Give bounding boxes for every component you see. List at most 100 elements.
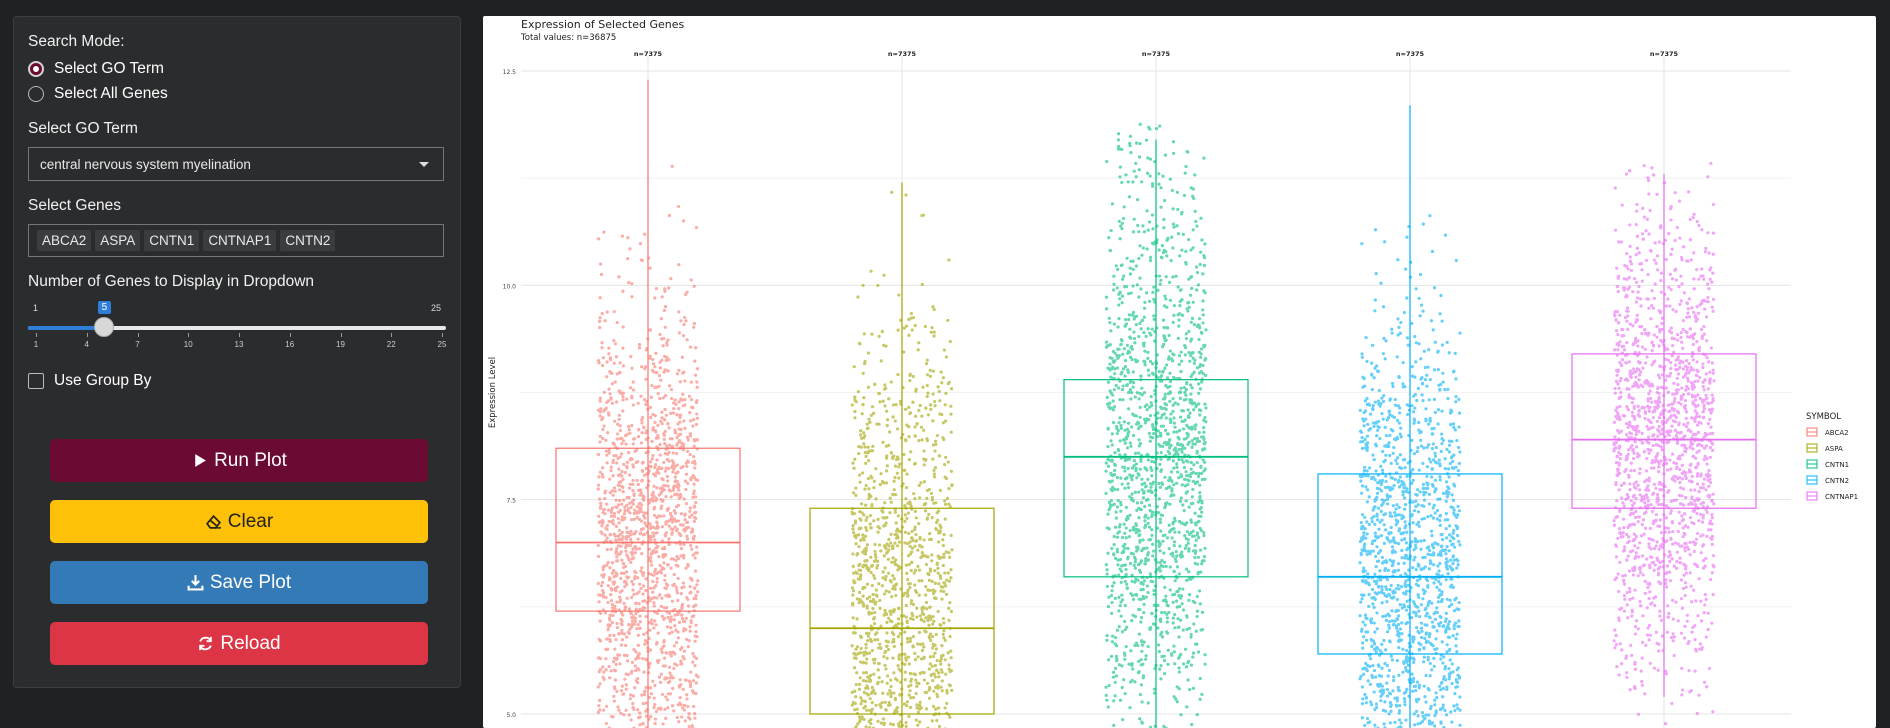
genes-multiselect[interactable]: ABCA2 ASPA CNTN1 CNTNAP1 CNTN2: [28, 224, 444, 257]
data-point: [1125, 506, 1128, 509]
data-point: [603, 391, 606, 394]
data-point: [653, 365, 656, 368]
data-point: [893, 480, 896, 483]
radio-select-all-genes[interactable]: Select All Genes: [28, 84, 168, 104]
data-point: [1185, 499, 1188, 502]
data-point: [937, 582, 940, 585]
data-point: [1367, 605, 1370, 608]
data-point: [1124, 173, 1127, 176]
data-point: [1113, 543, 1116, 546]
data-point: [1182, 427, 1185, 430]
data-point: [1192, 622, 1195, 625]
data-point: [605, 375, 608, 378]
data-point: [1373, 642, 1376, 645]
data-point: [617, 521, 620, 524]
data-point: [934, 527, 937, 530]
data-point: [1168, 476, 1171, 479]
data-point: [644, 365, 647, 368]
data-point: [649, 715, 652, 718]
data-point: [1446, 650, 1449, 653]
data-point: [904, 656, 907, 659]
data-point: [897, 635, 900, 638]
gene-tag[interactable]: ABCA2: [37, 230, 91, 251]
data-point: [653, 596, 656, 599]
data-point: [619, 577, 622, 580]
data-point: [1383, 523, 1386, 526]
data-point: [931, 580, 934, 583]
data-point: [926, 619, 929, 622]
radio-button-checked[interactable]: [28, 61, 44, 77]
data-point: [1107, 596, 1110, 599]
clear-button[interactable]: Clear: [50, 500, 428, 543]
radio-select-go-term[interactable]: Select GO Term: [28, 59, 164, 79]
data-point: [890, 501, 893, 504]
data-point: [872, 519, 875, 522]
group-by-toggle[interactable]: Use Group By: [28, 372, 151, 390]
data-point: [1202, 458, 1205, 461]
data-point: [666, 422, 669, 425]
data-point: [865, 662, 868, 665]
data-point: [622, 713, 625, 716]
gene-tag[interactable]: CNTN1: [144, 230, 199, 251]
data-point: [926, 555, 929, 558]
data-point: [636, 460, 639, 463]
radio-button-unchecked[interactable]: [28, 86, 44, 102]
data-point: [937, 572, 940, 575]
data-point: [1185, 665, 1188, 668]
data-point: [1135, 142, 1138, 145]
data-point: [867, 459, 870, 462]
data-point: [1119, 224, 1122, 227]
data-point: [933, 652, 936, 655]
data-point: [682, 419, 685, 422]
data-point: [942, 617, 945, 620]
group-by-checkbox[interactable]: [28, 373, 44, 389]
data-point: [1126, 368, 1129, 371]
data-point: [867, 446, 870, 449]
data-point: [874, 692, 877, 695]
data-point: [615, 400, 618, 403]
gene-tag[interactable]: CNTN2: [280, 230, 335, 251]
data-point: [866, 427, 869, 430]
data-point: [642, 671, 645, 674]
data-point: [1389, 511, 1392, 514]
gene-tag[interactable]: ASPA: [95, 230, 140, 251]
slider-fill: [28, 326, 104, 330]
data-point: [910, 569, 913, 572]
data-point: [621, 589, 624, 592]
data-point: [1397, 686, 1400, 689]
reload-button[interactable]: Reload: [50, 622, 428, 665]
data-point: [617, 709, 620, 712]
data-point: [1143, 547, 1146, 550]
data-point: [1197, 323, 1200, 326]
data-point: [1149, 259, 1152, 262]
data-point: [651, 457, 654, 460]
data-point: [889, 541, 892, 544]
data-point: [1111, 634, 1114, 637]
data-point: [1376, 518, 1379, 521]
data-point: [621, 235, 624, 238]
data-point: [869, 600, 872, 603]
data-point: [925, 563, 928, 566]
data-point: [1162, 552, 1165, 555]
run-plot-button[interactable]: Run Plot: [50, 439, 428, 482]
data-point: [1392, 679, 1395, 682]
save-plot-button[interactable]: Save Plot: [50, 561, 428, 604]
data-point: [631, 661, 634, 664]
data-point: [1200, 529, 1203, 532]
data-point: [617, 468, 620, 471]
data-point: [602, 508, 605, 511]
data-point: [1173, 531, 1176, 534]
data-point: [949, 413, 952, 416]
data-point: [936, 659, 939, 662]
data-point: [1156, 376, 1159, 379]
go-term-select[interactable]: central nervous system myelination: [28, 147, 444, 181]
gene-tag[interactable]: CNTNAP1: [203, 230, 276, 251]
slider-tick-label: 7: [135, 340, 139, 349]
slider-handle[interactable]: [94, 317, 114, 337]
data-point: [1166, 432, 1169, 435]
data-point: [926, 588, 929, 591]
data-point: [668, 384, 671, 387]
data-point: [934, 664, 937, 667]
data-point: [674, 519, 677, 522]
data-point: [916, 642, 919, 645]
